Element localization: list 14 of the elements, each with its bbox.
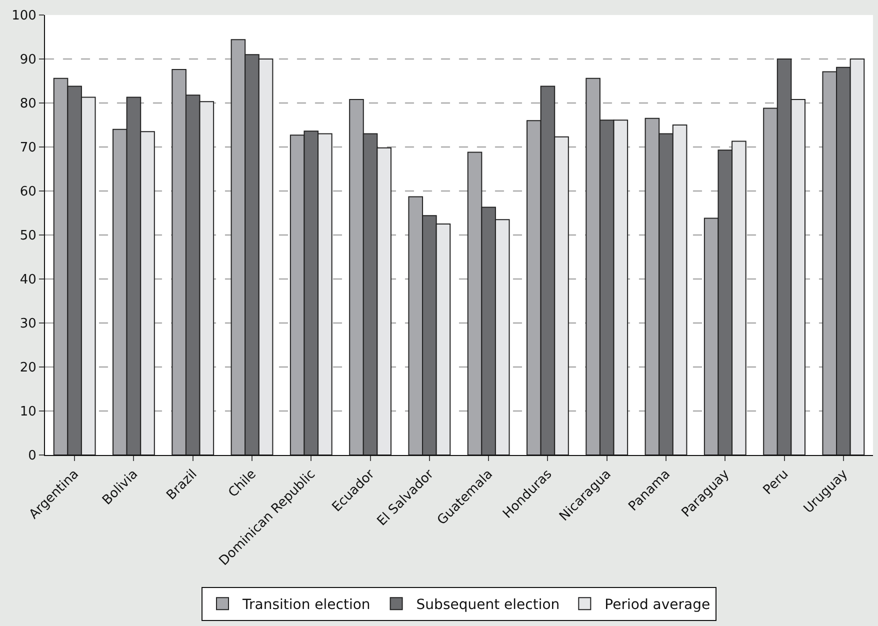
y-tick-label: 100 [12, 8, 36, 24]
y-tick-label: 60 [20, 184, 36, 200]
y-tick-label: 80 [20, 96, 36, 112]
y-tick-label: 40 [20, 272, 36, 288]
y-tick-label: 70 [20, 140, 36, 156]
y-tick-label: 10 [20, 404, 36, 420]
legend-label: Transition election [242, 597, 370, 614]
legend-label: Period average [604, 597, 710, 614]
y-tick-label: 20 [20, 360, 36, 376]
y-tick-label: 0 [28, 448, 36, 464]
legend-label: Subsequent election [416, 597, 560, 614]
y-tick-label: 50 [20, 228, 36, 244]
y-tick-label: 30 [20, 316, 36, 332]
y-tick-label: 90 [20, 52, 36, 68]
